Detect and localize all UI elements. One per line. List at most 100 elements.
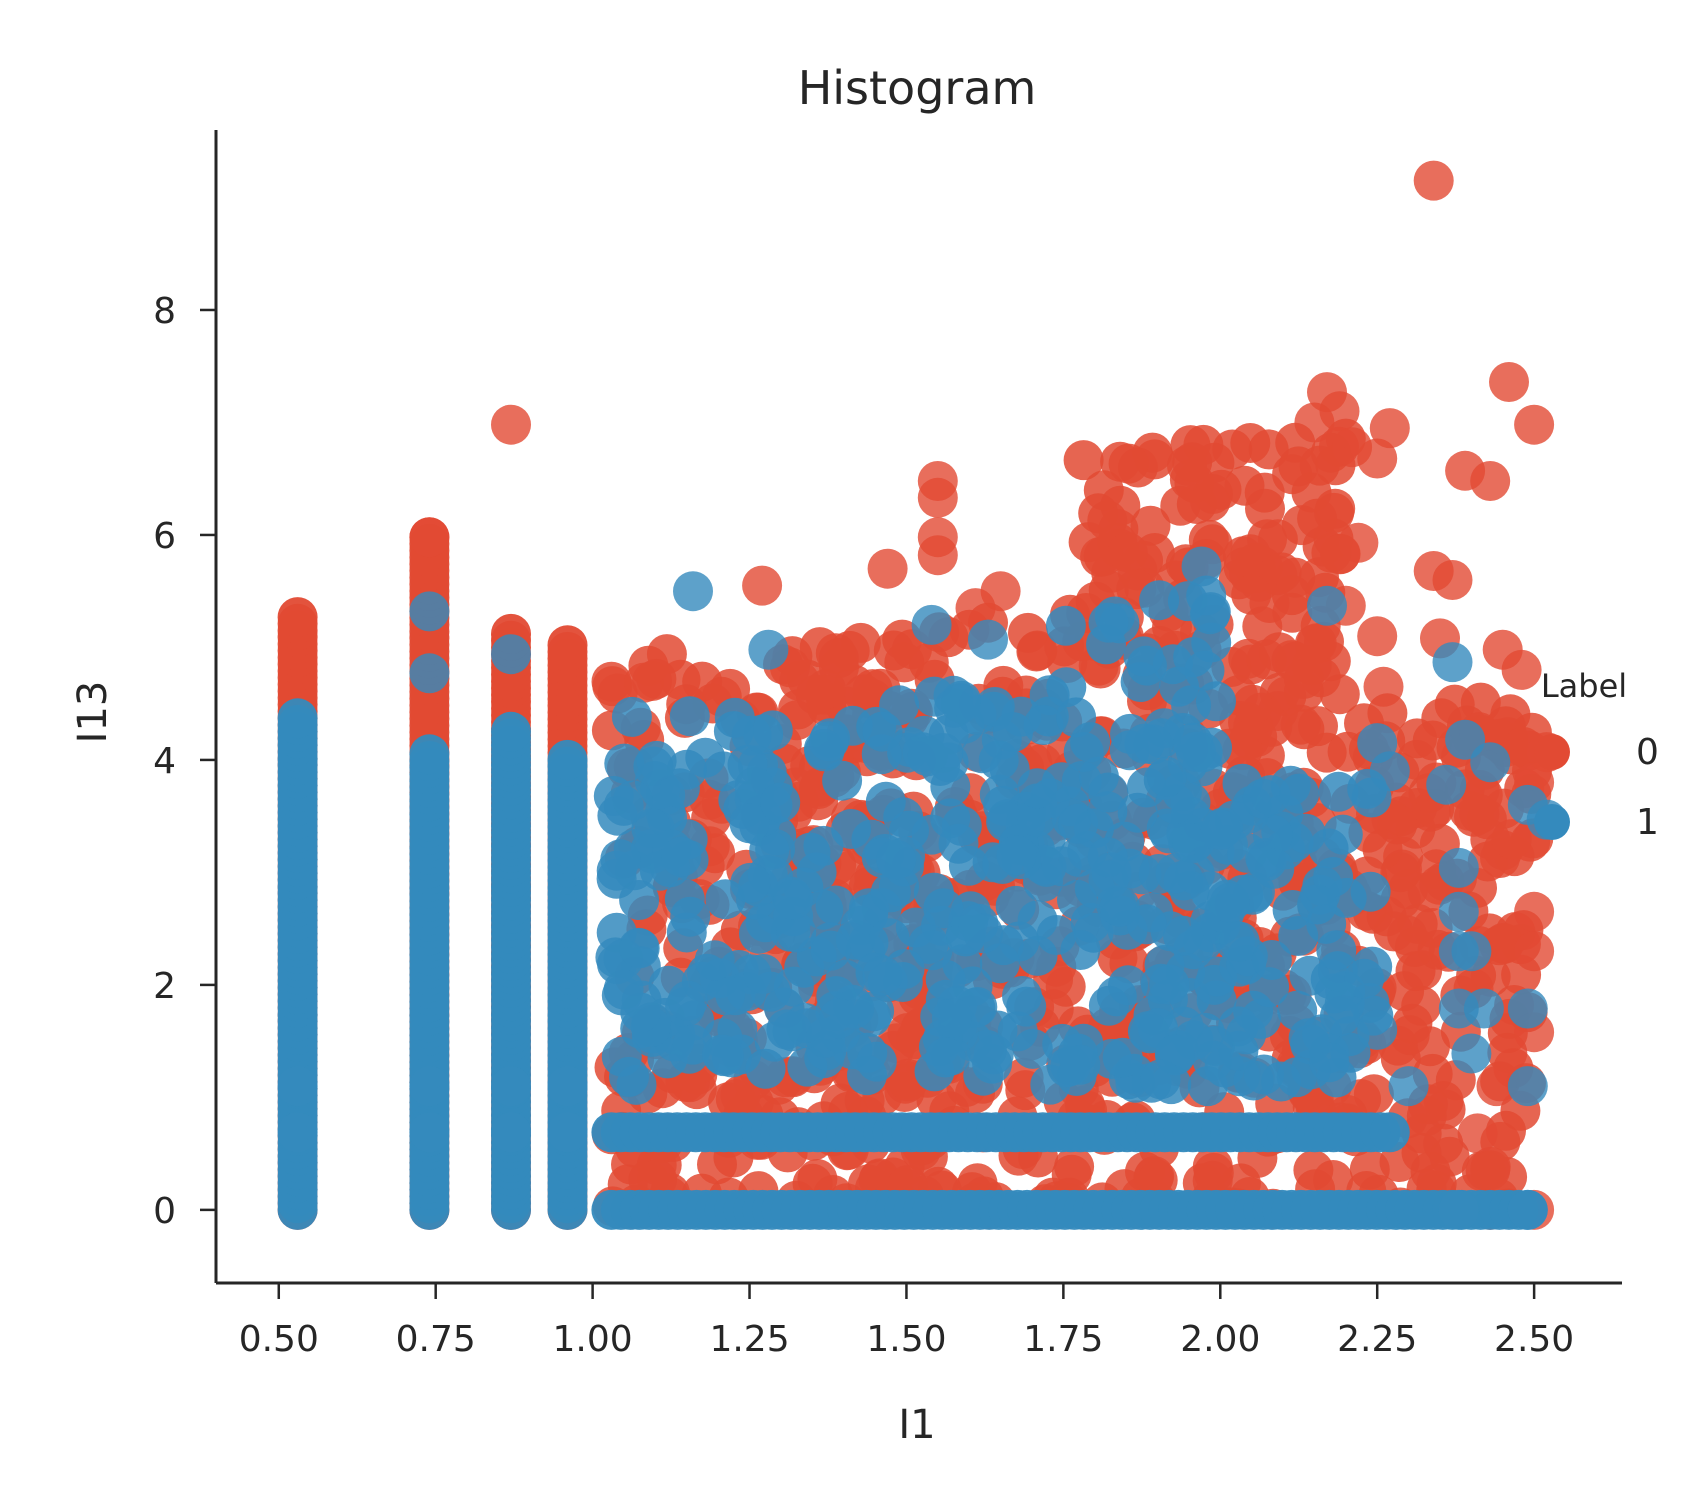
series-1-column-2-point xyxy=(491,711,531,752)
series-0-region-3-point xyxy=(1423,1123,1464,1164)
series-0-region-0-point xyxy=(799,627,840,668)
series-0-region-1-point xyxy=(1045,966,1086,1007)
series-0-region-2-point xyxy=(1192,1146,1233,1187)
series-1-point-37 xyxy=(1507,1189,1548,1230)
series-1-row-1-point xyxy=(1369,1112,1410,1153)
series-0-point-5 xyxy=(917,535,958,576)
series-1-region-2-point xyxy=(1124,723,1165,764)
series-1-region-0-point xyxy=(612,780,653,821)
series-1-region-1-point xyxy=(1023,705,1064,745)
y-axis-label: I13 xyxy=(70,681,116,744)
series-1-point-29 xyxy=(1507,988,1548,1029)
series-1-region-1-point xyxy=(979,943,1020,984)
series-1-region-3-point xyxy=(1209,882,1250,923)
x-tick-label-6: 2.00 xyxy=(1180,1319,1260,1360)
series-1-region-3-point xyxy=(1285,813,1326,854)
series-0-point-21 xyxy=(1338,522,1379,563)
series-1-region-2-point xyxy=(1140,1059,1181,1100)
series-0-region-0-point xyxy=(805,669,846,710)
series-1-point-35 xyxy=(1388,1066,1429,1107)
series-1-region-1-point xyxy=(1016,796,1057,837)
series-1-point-12 xyxy=(911,604,952,645)
series-0-point-1 xyxy=(409,517,450,558)
series-1-region-0-point xyxy=(760,782,801,823)
series-1-region-3-point xyxy=(1316,930,1357,971)
series-1-region-2-point xyxy=(1102,1037,1143,1078)
series-0-region-2-point xyxy=(1232,684,1273,725)
series-1-region-0-point xyxy=(776,912,817,953)
series-0-column-0-point xyxy=(277,597,318,638)
series-1-point-8 xyxy=(409,653,450,694)
series-0-point-6 xyxy=(867,548,908,589)
series-0-region-2-point xyxy=(1314,492,1355,533)
series-0-column-3-point xyxy=(547,625,588,666)
series-1-point-30 xyxy=(1451,1033,1492,1074)
legend-label-0: 0 xyxy=(1636,732,1659,773)
series-1-region-0-point xyxy=(603,969,644,1010)
series-1-point-13 xyxy=(968,619,1008,660)
series-1-point-15 xyxy=(1181,546,1222,587)
series-1-region-1-point xyxy=(931,997,972,1038)
series-1-region-2-point xyxy=(1045,605,1086,646)
y-tick-label-2: 4 xyxy=(153,741,176,782)
series-1-point-0 xyxy=(277,1112,318,1153)
series-1-region-0-point xyxy=(790,832,831,873)
series-1-region-1-point xyxy=(940,683,981,724)
series-1-region-3-point xyxy=(1233,1060,1274,1101)
series-1-region-3-point xyxy=(1297,884,1338,925)
y-tick-label-0: 0 xyxy=(153,1191,176,1232)
series-0-point-18 xyxy=(1514,404,1555,445)
series-1-point-11 xyxy=(673,571,713,612)
chart-title: Histogram xyxy=(798,61,1037,115)
series-0-point-17 xyxy=(1489,362,1529,402)
series-1-region-3-point xyxy=(1219,921,1260,962)
series-0-point-3 xyxy=(917,477,958,518)
series-0-region-0-point xyxy=(844,674,884,715)
series-1-region-2-point xyxy=(1155,853,1196,894)
legend-marker-1 xyxy=(1534,804,1570,840)
series-1-region-0-point xyxy=(773,879,814,920)
series-0-point-35 xyxy=(1457,1113,1498,1154)
series-0-region-2-point xyxy=(1107,532,1148,573)
y-axis-ticks: 0 2 4 6 8 xyxy=(153,291,216,1232)
plot-area xyxy=(277,160,1567,1230)
series-1-region-3-point xyxy=(1278,916,1319,956)
series-0-point-16 xyxy=(1413,160,1454,201)
series-0-region-3-point xyxy=(1362,829,1403,869)
series-1-region-1-point xyxy=(923,888,964,929)
series-1-region-0-point xyxy=(713,711,754,752)
series-1-point-28 xyxy=(1463,988,1504,1029)
series-0-point-20 xyxy=(1470,461,1511,501)
series-1-region-2-point xyxy=(1046,667,1087,708)
series-0-point-15 xyxy=(1369,408,1410,449)
series-1-point-6 xyxy=(491,1066,531,1107)
series-1-region-1-point xyxy=(856,1041,897,1082)
series-1-region-2-point xyxy=(1184,650,1225,691)
series-1-region-0-point xyxy=(773,966,814,1007)
series-1-region-0-point xyxy=(661,836,702,877)
series-1-points xyxy=(277,546,1567,1230)
y-tick-label-3: 6 xyxy=(153,516,176,557)
series-1-region-0-point xyxy=(600,839,641,880)
series-1-region-0-point xyxy=(705,975,746,1016)
series-1-region-0-point xyxy=(669,696,710,737)
series-0-point-25 xyxy=(1357,616,1398,657)
series-0-region-2-point xyxy=(1280,704,1321,745)
series-1-region-2-point xyxy=(1146,756,1187,797)
series-1-region-2-point xyxy=(1088,985,1129,1026)
series-0-region-2-point xyxy=(1245,488,1285,529)
series-1-region-0-point xyxy=(611,696,652,737)
series-1-region-2-point xyxy=(1099,886,1140,927)
series-1-point-14 xyxy=(748,629,789,670)
series-1-region-0-point xyxy=(743,954,784,994)
series-0-region-2-point xyxy=(1194,442,1235,483)
series-1-region-3-point xyxy=(1289,955,1330,996)
x-tick-label-5: 1.75 xyxy=(1023,1319,1103,1360)
series-0-region-1-point xyxy=(908,642,949,683)
series-1-region-1-point xyxy=(862,711,903,752)
series-1-point-1 xyxy=(409,1112,450,1153)
series-1-region-1-point xyxy=(865,781,906,822)
series-1-region-3-point xyxy=(1322,814,1363,855)
series-1-region-3-point xyxy=(1288,1018,1329,1059)
